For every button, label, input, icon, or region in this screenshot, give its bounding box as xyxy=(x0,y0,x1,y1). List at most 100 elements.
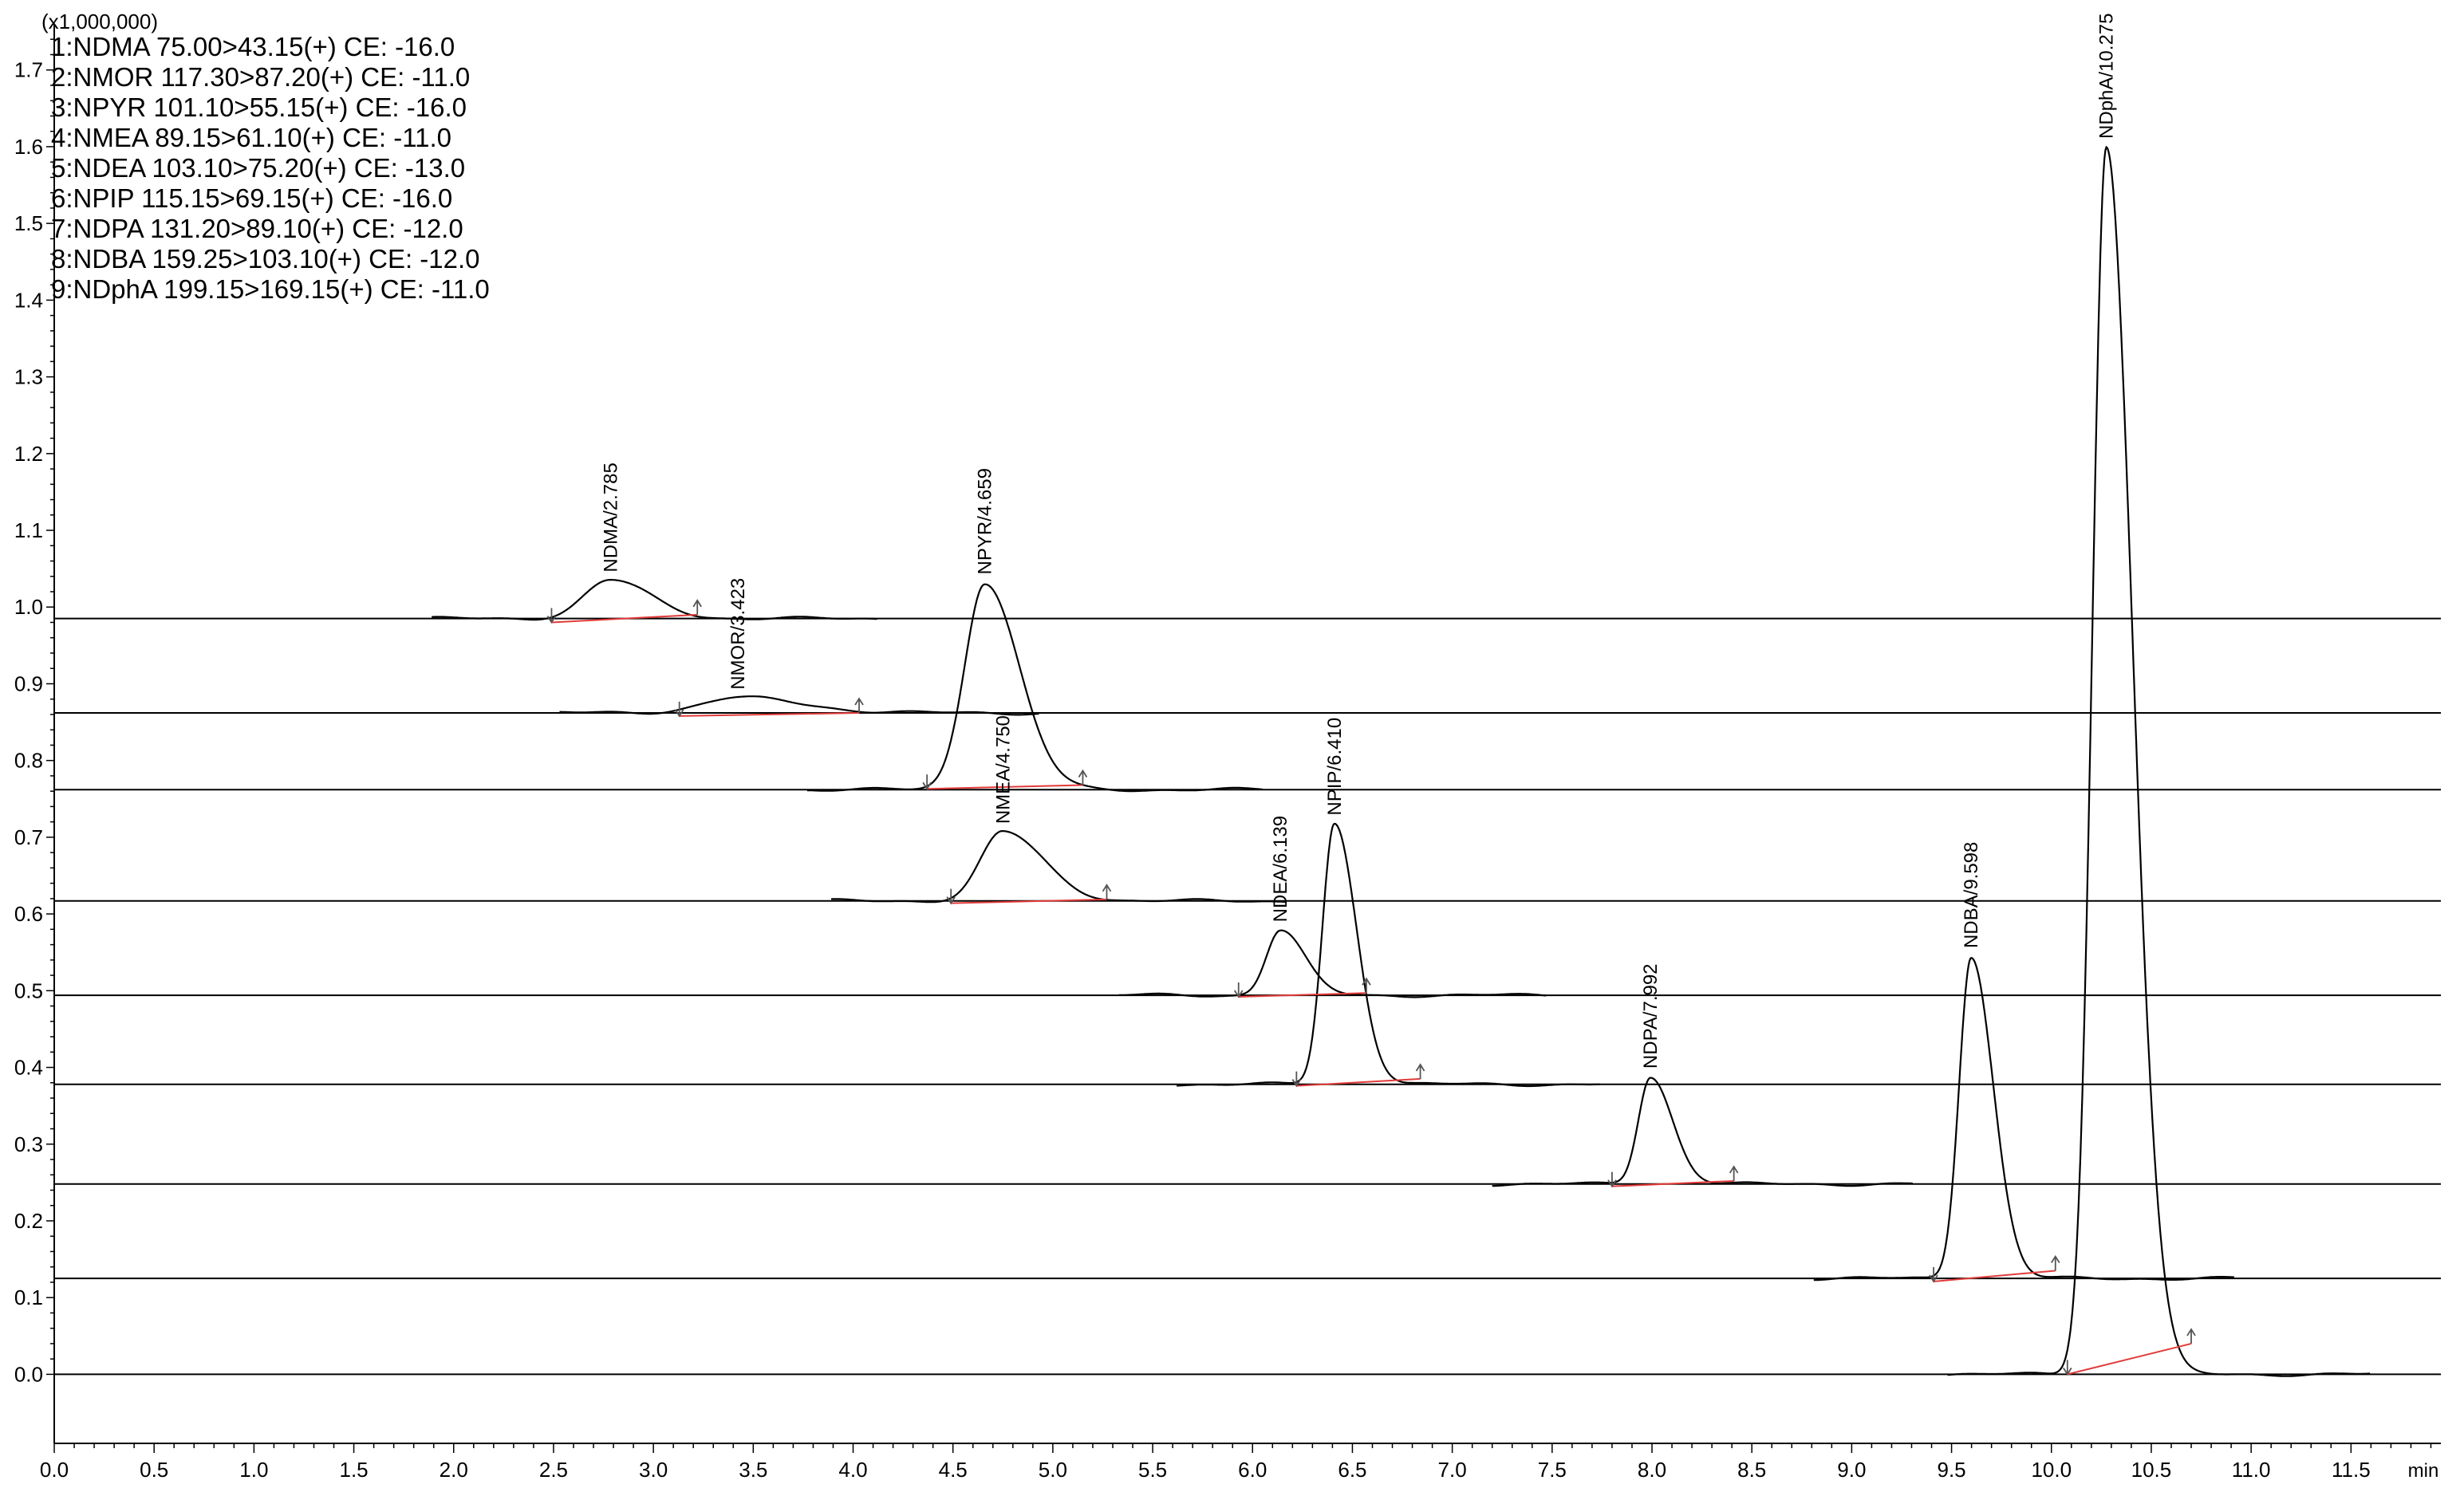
x-tick-label: 9.0 xyxy=(1837,1458,1866,1482)
x-unit-label: min xyxy=(2408,1460,2439,1482)
integration-line-ndea xyxy=(1238,992,1367,998)
y-tick-label: 1.2 xyxy=(14,442,43,466)
y-tick-label: 0.7 xyxy=(14,825,43,849)
x-tick-label: 1.5 xyxy=(339,1458,368,1482)
integration-start-marker xyxy=(674,701,684,718)
x-tick-label: 7.0 xyxy=(1438,1458,1467,1482)
integration-end-marker xyxy=(2186,1328,2196,1344)
integration-start-marker xyxy=(946,888,956,905)
y-tick-label: 0.2 xyxy=(14,1209,43,1233)
legend-entry-5: 5:NDEA 103.10>75.20(+) CE: -13.0 xyxy=(51,153,465,183)
trace-ndba xyxy=(1813,956,2234,1281)
y-tick-label: 0.9 xyxy=(14,671,43,695)
legend-entry-6: 6:NPIP 115.15>69.15(+) CE: -16.0 xyxy=(51,183,452,213)
x-tick-label: 5.5 xyxy=(1138,1458,1167,1482)
y-multiplier-label: (x1,000,000) xyxy=(41,10,158,33)
y-tick-label: 1.7 xyxy=(14,58,43,82)
x-tick-label: 2.5 xyxy=(539,1458,568,1482)
trace-npip xyxy=(1177,822,1600,1088)
integration-start-marker xyxy=(1291,1071,1302,1088)
integration-end-marker xyxy=(1362,977,1371,994)
y-tick-label: 0.1 xyxy=(14,1285,43,1309)
y-tick-label: 0.0 xyxy=(14,1362,43,1386)
x-tick-label: 11.5 xyxy=(2332,1458,2371,1482)
integration-line-ndba xyxy=(1933,1270,2056,1282)
integration-start-marker xyxy=(922,774,932,790)
integration-line-ndma xyxy=(551,613,698,624)
integration-line-ndpa xyxy=(1611,1179,1734,1187)
legend-entry-4: 4:NMEA 89.15>61.10(+) CE: -11.0 xyxy=(51,123,451,152)
x-tick-label: 11.0 xyxy=(2232,1458,2271,1482)
x-tick-label: 9.5 xyxy=(1937,1458,1965,1482)
y-tick-label: 1.4 xyxy=(14,288,43,312)
legend-entry-9: 9:NDphA 199.15>169.15(+) CE: -11.0 xyxy=(51,274,490,304)
integration-start-marker xyxy=(1929,1266,1938,1283)
integration-start-marker xyxy=(546,608,557,624)
peak-label-ndma: NDMA/2.785 xyxy=(600,463,621,572)
integration-end-marker xyxy=(1102,884,1112,900)
integration-line-npyr xyxy=(927,784,1083,790)
x-tick-label: 4.0 xyxy=(838,1458,867,1482)
integration-end-marker xyxy=(1415,1063,1425,1079)
x-tick-label: 7.5 xyxy=(1538,1458,1567,1482)
label-layer: NDMA/2.785 NMOR/3.423 NPYR/4.659 NMEA/4.750… xyxy=(600,13,2117,1069)
integration-end-marker xyxy=(2051,1254,2060,1271)
x-tick-label: 10.0 xyxy=(2031,1458,2072,1482)
peak-label-nmor: NMOR/3.423 xyxy=(727,578,749,690)
legend-entry-2: 2:NMOR 117.30>87.20(+) CE: -11.0 xyxy=(51,62,470,92)
integration-start-marker xyxy=(2063,1360,2072,1376)
trace-nmor xyxy=(559,695,1039,716)
axes-layer: 0.0 0.1 0.2 0.3 0.4 0.5 0.6 0.7 0.8 0.9 1.0 1.1 1.2 1… xyxy=(14,10,2441,1482)
y-tick-label: 0.6 xyxy=(14,902,43,926)
x-tick-label: 1.0 xyxy=(239,1458,268,1482)
y-tick-label: 0.5 xyxy=(14,978,43,1002)
integration-line-npip xyxy=(1296,1077,1421,1087)
integration-line-nmor xyxy=(679,712,860,717)
x-tick-label: 10.5 xyxy=(2131,1458,2172,1482)
integration-end-marker xyxy=(692,599,702,615)
x-tick-label: 6.0 xyxy=(1238,1458,1267,1482)
legend-layer: 1:NDMA 75.00>43.15(+) CE: -16.02:NMOR 11… xyxy=(51,32,490,304)
x-tick-label: 6.5 xyxy=(1338,1458,1366,1482)
peak-label-npyr: NPYR/4.659 xyxy=(975,468,996,574)
y-tick-label: 0.3 xyxy=(14,1132,43,1156)
peak-label-nmea: NMEA/4.750 xyxy=(992,715,1014,824)
peak-label-ndpha: NDphA/10.275 xyxy=(2096,13,2118,138)
legend-entry-7: 7:NDPA 131.20>89.10(+) CE: -12.0 xyxy=(51,214,463,243)
integration-start-marker xyxy=(1607,1171,1617,1188)
x-tick-label: 3.0 xyxy=(639,1458,668,1482)
trace-ndea xyxy=(1118,929,1547,998)
legend-entry-8: 8:NDBA 159.25>103.10(+) CE: -12.0 xyxy=(51,244,480,274)
peak-label-ndea: NDEA/6.139 xyxy=(1270,816,1291,922)
x-tick-label: 5.0 xyxy=(1039,1458,1067,1482)
trace-npyr xyxy=(806,583,1263,793)
legend-entry-3: 3:NPYR 101.10>55.15(+) CE: -16.0 xyxy=(51,93,467,122)
peak-label-npip: NPIP/6.410 xyxy=(1324,718,1346,816)
x-tick-label: 4.5 xyxy=(939,1458,968,1482)
x-tick-label: 8.0 xyxy=(1638,1458,1666,1482)
trace-nmea xyxy=(830,830,1287,904)
y-tick-label: 1.3 xyxy=(14,365,43,389)
peak-label-ndpa: NDPA/7.992 xyxy=(1640,963,1662,1069)
trace-ndma xyxy=(432,579,877,621)
y-tick-label: 0.4 xyxy=(14,1056,43,1080)
baseline-layer xyxy=(54,617,2441,1376)
x-tick-label: 0.5 xyxy=(140,1458,168,1482)
x-tick-label: 8.5 xyxy=(1737,1458,1766,1482)
x-tick-label: 0.0 xyxy=(40,1458,69,1482)
y-tick-label: 1.5 xyxy=(14,211,43,235)
trace-layer xyxy=(432,145,2371,1377)
peak-label-ndba: NDBA/9.598 xyxy=(1961,842,1982,948)
y-tick-label: 1.1 xyxy=(14,518,43,542)
integration-end-marker xyxy=(1729,1165,1739,1181)
y-tick-label: 1.0 xyxy=(14,595,43,619)
integration-end-marker xyxy=(854,697,864,714)
integration-start-marker xyxy=(1233,982,1244,998)
integration-layer xyxy=(546,599,2196,1376)
trace-ndpha xyxy=(1947,145,2371,1377)
legend-entry-1: 1:NDMA 75.00>43.15(+) CE: -16.0 xyxy=(51,32,455,61)
integration-end-marker xyxy=(1078,769,1088,785)
